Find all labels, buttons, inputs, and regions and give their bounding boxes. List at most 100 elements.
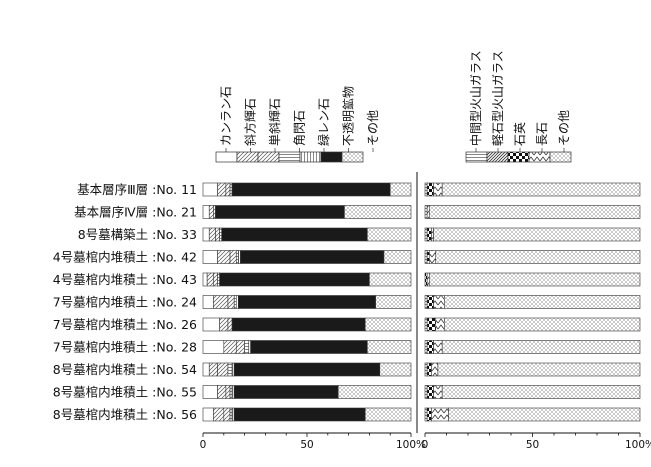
mineral-bar-r5-s3 (233, 295, 237, 309)
mineral-bar-r5-s4 (235, 295, 239, 309)
mineral-legend-swatch-6 (341, 151, 364, 163)
glass-bar-r9-s4 (441, 385, 641, 399)
mineral-bar-r10-s6 (364, 407, 412, 422)
mineral-composition-panel: カンラン石 斜方輝石 単斜輝石 角閃石 緑レン石 不透明鉱物 その他 0 50 100% (200, 86, 426, 451)
mineral-bar-r4-s0 (202, 272, 208, 287)
mineral-legend-label-4: 緑レン石 (316, 98, 331, 146)
mineral-bar-r5-s0 (202, 295, 214, 309)
mineral-bar-r3-s2 (229, 250, 237, 264)
glass-bar-r2-s3 (431, 227, 434, 242)
mineral-bar-r0-s1 (217, 182, 227, 197)
glass-bar-r2-s2 (426, 227, 432, 242)
glass-bar-r3-s4 (435, 250, 641, 264)
mineral-bars (202, 182, 412, 422)
mineral-bar-r8-s3 (227, 362, 233, 377)
mineral-bar-r6-s1 (219, 317, 229, 332)
mineral-bar-r2-s5 (221, 227, 368, 242)
glass-bar-r8-s2 (426, 362, 432, 377)
mineral-bar-r2-s0 (202, 227, 210, 242)
mineral-bar-r8-s4 (231, 362, 235, 377)
glass-x-axis: 0 50 100% (422, 432, 651, 451)
glass-legend-label-1: 軽石型火山ガラス (491, 50, 505, 146)
mineral-legend-swatch-5 (320, 151, 343, 163)
glass-bar-r10-s4 (448, 407, 641, 422)
row-label-8: 8号墓棺内堆積土 :No. 54 (53, 362, 197, 377)
glass-bar-r0-s0 (424, 182, 428, 197)
glass-tick-label-1: 50 (526, 439, 539, 451)
glass-bar-r6-s2 (426, 317, 437, 332)
glass-legend-swatch-0 (465, 151, 488, 163)
row-label-4: 4号墓棺内堆積土 :No. 43 (53, 272, 197, 287)
row-label-7: 7号墓棺内堆積土 :No. 28 (53, 340, 197, 355)
glass-bar-r4-s2 (424, 272, 428, 287)
mineral-bar-r7-s4 (248, 340, 252, 354)
mineral-bar-r6-s6 (364, 317, 412, 332)
mineral-bar-r10-s5 (233, 407, 366, 422)
glass-bar-r7-s2 (426, 340, 434, 354)
mineral-legend-label-5: 不透明鉱物 (341, 86, 356, 146)
glass-bar-r10-s3 (431, 407, 449, 422)
glass-bar-r5-s0 (424, 295, 428, 309)
row-label-0: 基本層序Ⅲ層 :No. 11 (77, 182, 197, 197)
glass-bar-r4-s3 (426, 272, 430, 287)
mineral-bar-r9-s1 (217, 385, 227, 399)
mineral-bar-r8-s6 (379, 362, 412, 377)
glass-bar-r7-s4 (441, 340, 641, 354)
mineral-bar-r0-s0 (202, 182, 218, 197)
glass-bar-r4-s4 (428, 272, 641, 287)
mineral-legend-label-2: 単斜輝石 (268, 98, 282, 146)
mineral-bar-r1-s0 (202, 205, 210, 219)
glass-tick-label-2: 100% (625, 439, 651, 451)
mineral-bar-r1-s1 (208, 205, 214, 219)
mineral-bar-r2-s1 (208, 227, 216, 242)
glass-bar-r5-s2 (426, 295, 434, 309)
mineral-bar-r5-s1 (213, 295, 229, 309)
mineral-bar-r6-s5 (231, 317, 366, 332)
glass-bar-r3-s0 (424, 250, 428, 264)
glass-bar-r1-s3 (426, 205, 430, 219)
mineral-bar-r10-s2 (223, 407, 231, 422)
mineral-bar-r0-s5 (231, 182, 391, 197)
mineral-bar-r10-s4 (231, 407, 235, 422)
mineral-legend-label-6: その他 (366, 110, 380, 146)
mineral-legend-swatch-3 (278, 151, 301, 163)
row-label-10: 8号墓棺内堆積土 :No. 56 (53, 407, 197, 422)
glass-bar-r10-s2 (426, 407, 432, 422)
glass-bar-r8-s0 (424, 362, 428, 377)
mineral-bar-r9-s3 (229, 385, 233, 399)
mineral-bar-r0-s3 (229, 182, 233, 197)
mineral-legend-swatch-4 (299, 151, 322, 163)
mineral-bar-r6-s0 (202, 317, 220, 332)
glass-bar-r0-s4 (441, 182, 641, 197)
mineral-bar-r1-s2 (213, 205, 216, 219)
mineral-bar-r8-s2 (217, 362, 229, 377)
mineral-legend-label-3: 角閃石 (293, 110, 307, 146)
mineral-legend-label-0: カンラン石 (219, 86, 233, 146)
mineral-tick-label-0: 0 (200, 439, 207, 451)
glass-legend: 中間型火山ガラス 軽石型火山ガラス 石英 長石 その他 (465, 50, 572, 163)
mineral-bar-r7-s3 (244, 340, 250, 354)
glass-legend-label-3: 長石 (535, 122, 549, 146)
glass-bar-r0-s2 (426, 182, 434, 197)
glass-bar-r6-s4 (444, 317, 641, 332)
mineral-bar-r3-s3 (235, 250, 239, 264)
glass-bar-r0-s3 (433, 182, 443, 197)
glass-bar-r7-s0 (424, 340, 428, 354)
glass-legend-label-2: 石英 (513, 122, 527, 146)
row-label-9: 8号墓棺内堆積土 :No. 55 (53, 385, 197, 400)
mineral-bar-r9-s5 (233, 385, 339, 399)
mineral-bar-r8-s1 (208, 362, 218, 377)
mineral-legend: カンラン石 斜方輝石 単斜輝石 角閃石 緑レン石 不透明鉱物 その他 (215, 86, 380, 163)
glass-bars (424, 182, 641, 422)
row-label-5: 7号墓棺内堆積土 :No. 24 (53, 295, 197, 310)
glass-bar-r1-s4 (428, 205, 641, 219)
mineral-bar-r3-s1 (217, 250, 231, 264)
glass-bar-r3-s3 (428, 250, 437, 264)
mineral-bar-r9-s6 (337, 385, 412, 399)
mineral-legend-swatch-1 (236, 151, 259, 163)
glass-bar-r3-s2 (426, 250, 430, 264)
glass-bar-r9-s2 (426, 385, 434, 399)
mineral-tick-label-2: 100% (396, 439, 426, 451)
